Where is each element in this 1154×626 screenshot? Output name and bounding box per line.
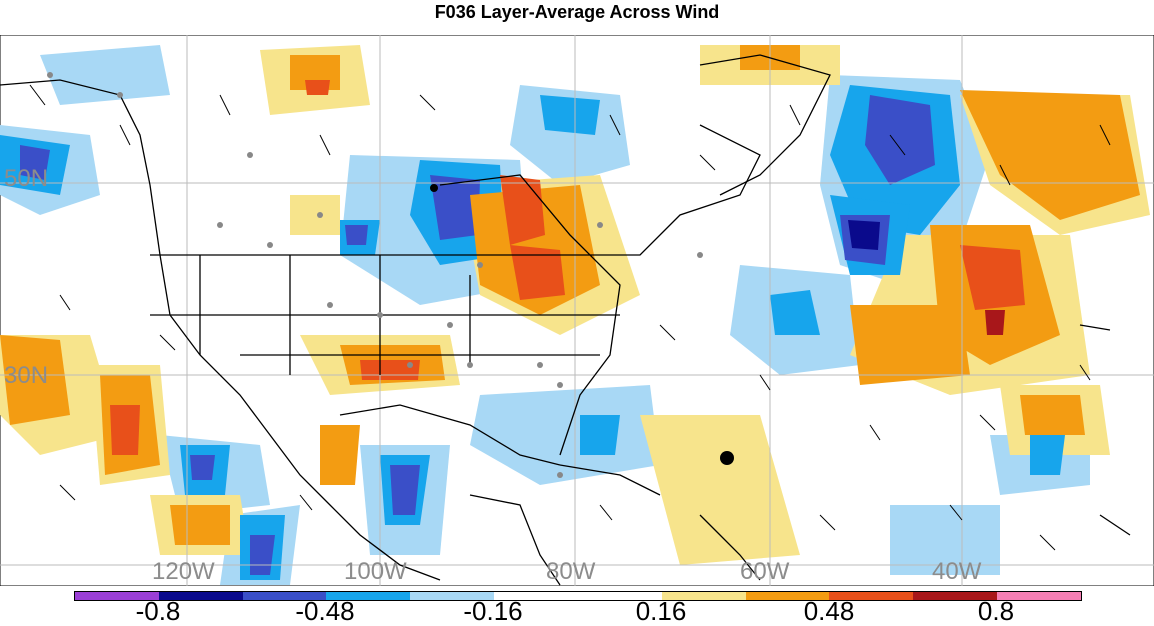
station-marker: [430, 184, 438, 192]
colorbar-tick: 0.8: [977, 596, 1015, 626]
colorbar-segment: [997, 592, 1081, 600]
lon-label-100w: 100W: [344, 558, 407, 585]
colorbar-tick: 0.16: [635, 596, 687, 626]
colorbar-tick: -0.8: [135, 596, 181, 626]
red-orange-regions: [110, 80, 1025, 455]
storm-marker: [720, 451, 734, 465]
colorbar-segment: [410, 592, 495, 600]
lat-label-50n: 50N: [4, 165, 49, 192]
colorbar-segment: [829, 592, 914, 600]
colorbar-segment: [661, 592, 746, 600]
grid-lines: [0, 35, 1154, 586]
lon-label-80w: 80W: [546, 558, 596, 585]
colorbar-segment: [913, 592, 998, 600]
weather-map: [0, 35, 1154, 586]
dark-red-region: [985, 310, 1005, 335]
colorbar-tick: -0.48: [295, 596, 355, 626]
wind-barbs: [29, 84, 1111, 551]
colorbar-segment: [326, 592, 411, 600]
colorbar-tick: 0.48: [803, 596, 855, 626]
colorbar-segment: [158, 592, 243, 600]
station-dots: [47, 72, 703, 478]
colorbar: [74, 591, 1082, 601]
map-title: F036 Layer-Average Across Wind: [434, 2, 720, 22]
lat-label-30n: 30N: [4, 362, 49, 389]
lon-label-120w: 120W: [152, 558, 215, 585]
colorbar-tick: -0.16: [463, 596, 523, 626]
colorbar-segment: [242, 592, 327, 600]
colorbar-segment: [494, 592, 578, 600]
lon-label-60w: 60W: [740, 558, 790, 585]
colorbar-segment: [745, 592, 830, 600]
navy-region: [848, 220, 880, 250]
lon-label-40w: 40W: [932, 558, 982, 585]
coastlines: [0, 54, 1131, 586]
colorbar-segment: [75, 592, 159, 600]
colorbar-segment: [577, 592, 662, 600]
